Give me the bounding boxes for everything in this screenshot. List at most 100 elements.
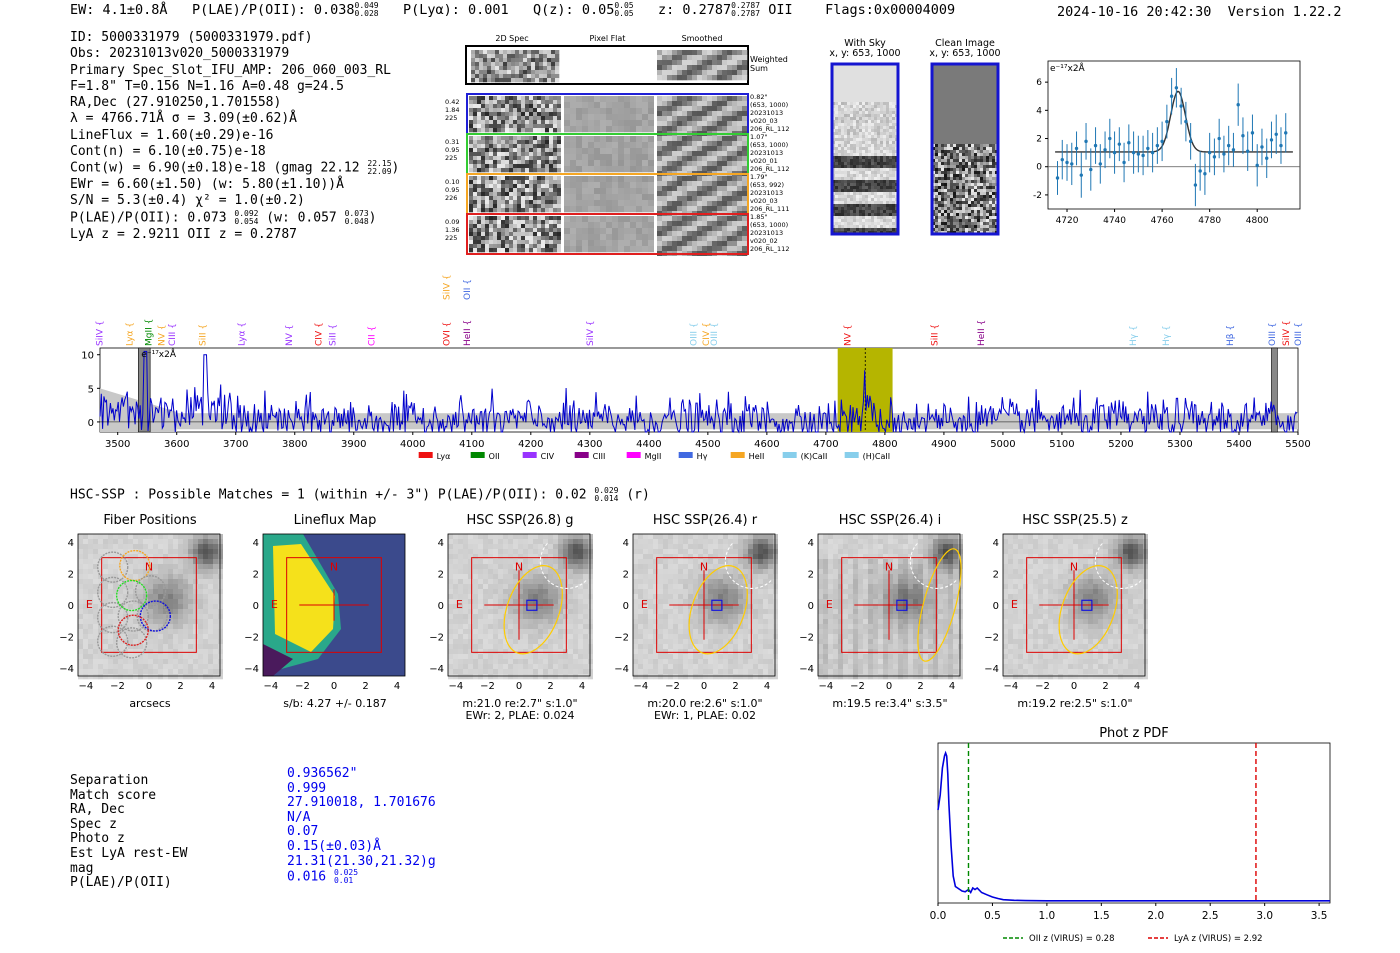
- noise-pixel: [717, 156, 723, 162]
- noise-pixel: [477, 124, 482, 129]
- noise-pixel: [485, 136, 490, 141]
- noise-pixel: [515, 62, 520, 67]
- noise-pixel: [509, 128, 514, 133]
- cutout-pixel: [118, 559, 124, 565]
- noise-pixel: [505, 168, 510, 173]
- cutout-pixel: [178, 564, 184, 570]
- noise-pixel: [582, 120, 589, 127]
- noise-pixel: [732, 156, 738, 162]
- y-tick-label: 2: [1036, 135, 1042, 145]
- clean-pixel: [983, 153, 987, 157]
- sky-pixel: [889, 135, 893, 139]
- noise-pixel: [477, 100, 482, 105]
- noise-pixel: [612, 108, 619, 115]
- cutout-pixel: [148, 669, 154, 675]
- noise-pixel: [541, 156, 546, 161]
- noise-pixel: [533, 196, 538, 201]
- noise-pixel: [564, 182, 571, 189]
- sky-pixel: [865, 189, 869, 193]
- noise-pixel: [576, 154, 583, 161]
- noise-pixel: [469, 236, 474, 241]
- cutout-pixel: [148, 589, 154, 595]
- sky-pixel: [838, 114, 842, 118]
- sky-pixel: [871, 183, 875, 187]
- noise-pixel: [509, 164, 514, 169]
- noise-pixel: [505, 136, 510, 141]
- clean-pixel: [956, 222, 960, 226]
- cutout-pixel: [178, 609, 184, 615]
- cutout-pixel: [213, 584, 219, 590]
- clean-pixel: [959, 192, 963, 196]
- noise-pixel: [667, 136, 673, 142]
- noise-pixel: [682, 55, 688, 61]
- noise-pixel: [527, 78, 532, 83]
- sky-pixel: [880, 153, 884, 157]
- cutout-pixel: [83, 654, 89, 660]
- legend-label: Hγ: [697, 452, 708, 461]
- clean-pixel: [932, 186, 936, 190]
- noise-pixel: [557, 224, 562, 229]
- noise-pixel: [501, 220, 506, 225]
- cutout-pixel: [103, 584, 109, 590]
- sky-pixel: [868, 123, 872, 127]
- noise-pixel: [712, 156, 718, 162]
- clean-pixel: [941, 222, 945, 226]
- noise-pixel: [687, 146, 693, 152]
- sky-pixel: [877, 219, 881, 223]
- clean-pixel: [959, 213, 963, 217]
- noise-pixel: [657, 201, 663, 207]
- noise-pixel: [582, 206, 589, 213]
- sky-pixel: [880, 111, 884, 115]
- sky-pixel: [853, 183, 857, 187]
- noise-pixel: [523, 66, 528, 71]
- noise-pixel: [624, 188, 631, 195]
- clean-pixel: [986, 201, 990, 205]
- sky-pixel: [850, 171, 854, 175]
- clean-pixel: [962, 192, 966, 196]
- noise-pixel: [642, 200, 649, 207]
- x-tick-label: 4600: [754, 439, 779, 450]
- noise-pixel: [600, 96, 607, 103]
- cutout-pixel: [533, 539, 539, 545]
- cutout-pixel: [123, 564, 129, 570]
- noise-pixel: [742, 126, 748, 132]
- cutout-pixel: [93, 649, 99, 655]
- noise-pixel: [549, 236, 554, 241]
- clean-pixel: [953, 165, 957, 169]
- cutout-pixel: [78, 659, 84, 665]
- clean-pixel: [956, 180, 960, 184]
- cutout-pixel: [213, 579, 219, 585]
- cutout-pixel: [153, 569, 159, 575]
- cutout-pixel: [153, 654, 159, 660]
- cutout-pixel: [173, 554, 179, 560]
- noise-pixel: [697, 221, 703, 227]
- cutout-pixel: [113, 594, 119, 600]
- noise-pixel: [557, 192, 562, 197]
- clean-pixel: [947, 225, 951, 229]
- noise-pixel: [505, 112, 510, 117]
- noise-pixel: [737, 75, 743, 81]
- noise-pixel: [531, 78, 536, 83]
- noise-pixel: [677, 181, 683, 187]
- noise-pixel: [732, 206, 738, 212]
- cutout-pixel: [173, 584, 179, 590]
- sky-pixel: [838, 174, 842, 178]
- noise-pixel: [662, 55, 668, 61]
- clean-pixel: [971, 165, 975, 169]
- noise-pixel: [618, 160, 625, 167]
- line-id-label: OIII {: [690, 322, 700, 346]
- noise-pixel: [551, 78, 556, 83]
- noise-pixel: [485, 160, 490, 165]
- noise-pixel: [533, 124, 538, 129]
- noise-pixel: [712, 186, 718, 192]
- cutout-pixel: [98, 654, 104, 660]
- cutout-pixel: [583, 534, 589, 540]
- sky-pixel: [874, 192, 878, 196]
- noise-pixel: [717, 116, 723, 122]
- sky-pixel: [832, 171, 836, 175]
- cutout-pixel: [83, 659, 89, 665]
- noise-pixel: [576, 240, 583, 247]
- noise-pixel: [662, 75, 668, 81]
- row-stat: 0.42: [445, 98, 460, 106]
- noise-pixel: [576, 166, 583, 173]
